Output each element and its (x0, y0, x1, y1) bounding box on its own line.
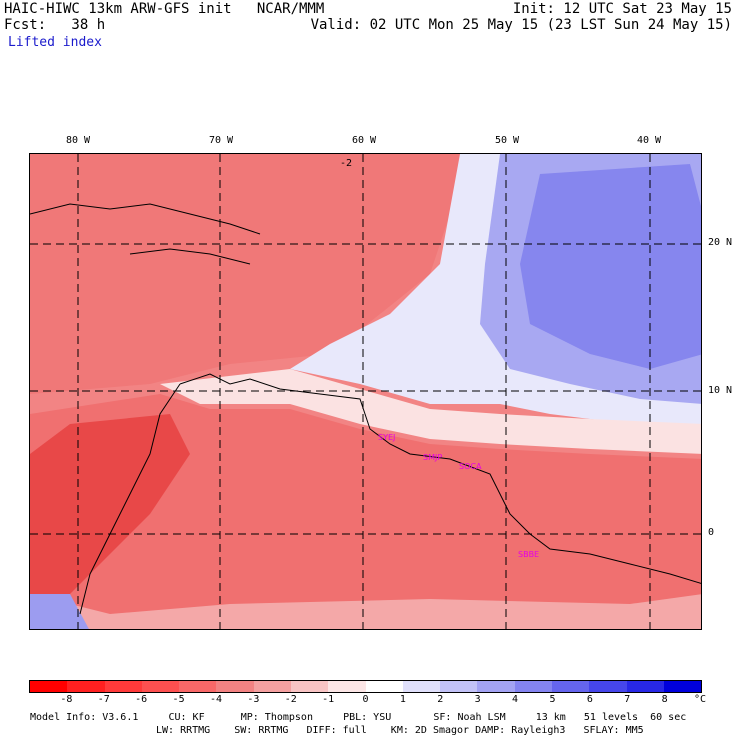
colorbar-segment (514, 681, 552, 692)
colorbar-segment (440, 681, 478, 692)
colorbar-segment (253, 681, 291, 692)
coast-south-america-west (79, 383, 181, 615)
model-info-line2: LW: RRTMG SW: RRTMG DIFF: full KM: 2D Sm… (156, 725, 644, 736)
lon-label-50w: 50 W (495, 135, 520, 146)
coast-south-america-north (179, 373, 701, 584)
colorbar-tick-label: 0 (362, 694, 369, 705)
field-south-fringe (30, 594, 701, 629)
valid-time: Valid: 02 UTC Mon 25 May 15 (23 LST Sun … (310, 17, 732, 33)
colorbar-tick-label: 6 (586, 694, 593, 705)
colorbar-segment (30, 681, 68, 692)
colorbar-tick-label: -8 (60, 694, 73, 705)
colorbar-segment (402, 681, 441, 692)
colorbar-tick-label: 7 (624, 694, 631, 705)
colorbar-segment (104, 681, 142, 692)
lon-label-40w: 40 W (637, 135, 662, 146)
field-stable-core (520, 164, 701, 369)
colorbar-segment (477, 681, 515, 692)
colorbar-segment (216, 681, 254, 692)
field-north-band (30, 154, 470, 394)
contour-label: -2 (340, 158, 352, 169)
lat-label-0: 0 (708, 527, 715, 538)
colorbar-segment (141, 681, 180, 692)
station-sbbe: SBBE (518, 550, 540, 559)
colorbar-tick-label: 1 (399, 694, 406, 705)
station-syej: SYEJ (378, 433, 396, 442)
lon-label-80w: 80 W (66, 135, 91, 146)
colorbar-segment (179, 681, 217, 692)
lat-label-10n: 10 N (708, 385, 733, 396)
lon-label-70w: 70 W (209, 135, 234, 146)
colorbar-segment (365, 681, 403, 692)
lat-lon-grid (30, 154, 701, 629)
colorbar-segment (663, 681, 702, 692)
coast-hispaniola (129, 248, 251, 265)
colorbar-tick-label: 3 (474, 694, 481, 705)
colorbar-tick-label: -2 (284, 694, 297, 705)
colorbar-segment (290, 681, 329, 692)
field-itcz-band (160, 369, 701, 454)
init-time: Init: 12 UTC Sat 23 May 15 (512, 1, 732, 17)
field-name: Lifted index (8, 35, 102, 50)
colorbar-tick-label: 8 (661, 694, 668, 705)
colorbar (29, 680, 702, 693)
colorbar-tick-label: -6 (135, 694, 148, 705)
colorbar-segment (328, 681, 366, 692)
station-soca: SOCA (459, 462, 482, 471)
model-info-line1: Model Info: V3.6.1 CU: KF MP: Thompson P… (30, 712, 687, 723)
field-andes-core (30, 414, 190, 604)
colorbar-tick-label: 4 (512, 694, 519, 705)
lon-label-60w: 60 W (352, 135, 377, 146)
colorbar-tick-label: -7 (97, 694, 110, 705)
colorbar-unit: °C (694, 694, 707, 705)
coast-caribbean-islands (30, 203, 261, 235)
map-svg: -2 (30, 154, 701, 629)
colorbar-segment (626, 681, 664, 692)
lifted-index-map: -2 (29, 153, 702, 630)
station-smjp: SMJP (423, 453, 443, 462)
colorbar-tick-label: -3 (247, 694, 260, 705)
forecast-hour: Fcst: 38 h (4, 17, 106, 33)
field-pacific-stable (30, 594, 89, 629)
model-title: HAIC-HIWC 13km ARW-GFS init NCAR/MMM (4, 1, 325, 17)
colorbar-tick-label: 5 (549, 694, 556, 705)
colorbar-segment (67, 681, 105, 692)
colorbar-tick-label: -1 (322, 694, 335, 705)
colorbar-tick-label: -4 (209, 694, 222, 705)
colorbar-segment (551, 681, 590, 692)
colorbar-tick-label: -5 (172, 694, 185, 705)
colorbar-segment (589, 681, 627, 692)
field-south-region (30, 394, 701, 629)
coastlines (30, 203, 701, 615)
lat-label-20n: 20 N (708, 237, 733, 248)
colorbar-tick-label: 2 (437, 694, 444, 705)
